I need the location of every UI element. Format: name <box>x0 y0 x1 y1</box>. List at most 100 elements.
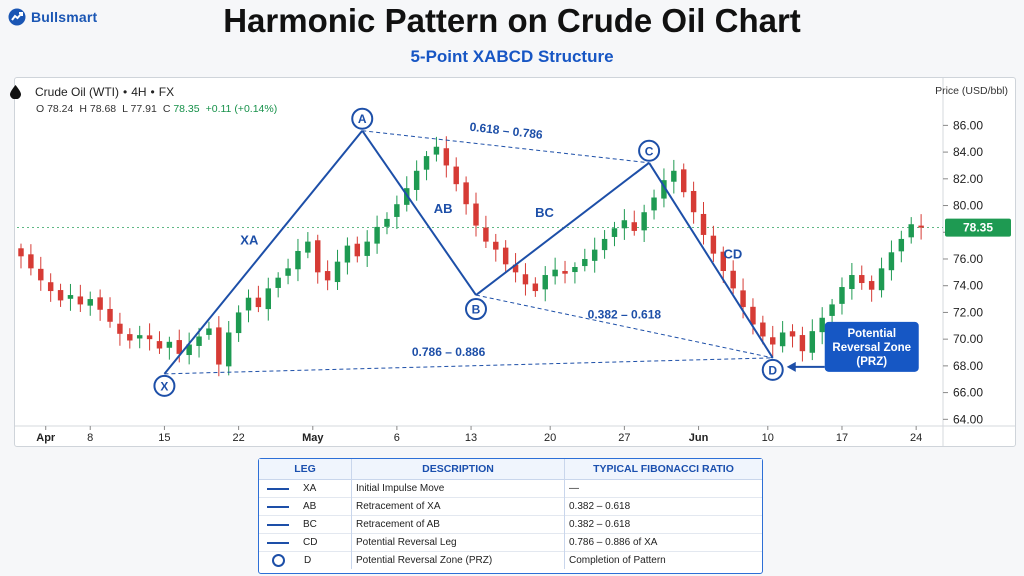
brand: Bullsmart <box>8 8 97 26</box>
candle <box>888 252 895 271</box>
leg-description: Initial Impulse Move <box>351 479 565 498</box>
candle <box>641 212 647 231</box>
pattern-point-label: B <box>472 303 481 317</box>
leg-ratio: — <box>564 479 762 498</box>
pattern-leg-ab <box>361 130 477 296</box>
candle <box>572 267 578 273</box>
candle <box>621 220 628 229</box>
x-tick-label: 22 <box>232 432 244 444</box>
candle <box>680 169 687 193</box>
y-tick-label: 84.00 <box>953 145 983 159</box>
price-chart[interactable]: 86.0084.0082.0080.0078.0076.0074.0072.00… <box>15 78 1015 446</box>
leg-ratio: 0.382 – 0.618 <box>564 497 762 516</box>
table-row: CD Potential Reversal Leg 0.786 – 0.886 of… <box>259 533 762 552</box>
candle <box>473 203 479 226</box>
candle <box>562 271 568 274</box>
leg-name: AB <box>303 501 317 512</box>
pattern-leg-cd <box>648 162 774 359</box>
x-tick-label: 27 <box>618 432 630 444</box>
candle <box>275 277 281 288</box>
candle <box>839 287 845 304</box>
candle <box>799 335 806 352</box>
candle <box>601 238 608 251</box>
candle <box>295 250 301 270</box>
fibonacci-ratio-table: LEG DESCRIPTION TYPICAL FIBONACCI RATIO … <box>258 458 763 574</box>
pattern-point-label: D <box>768 363 777 377</box>
candle <box>97 297 103 310</box>
ohlc-high: H 78.68 <box>79 103 117 115</box>
candle <box>710 235 717 254</box>
candle <box>176 340 182 354</box>
x-tick-label: Apr <box>36 432 56 444</box>
candle <box>522 274 529 285</box>
separator: • <box>123 85 128 99</box>
candle <box>206 328 212 335</box>
candle <box>334 261 341 283</box>
ohlc-close-label: C <box>162 103 171 115</box>
candle <box>354 243 361 257</box>
table-row: XA Initial Impulse Move — <box>259 479 762 498</box>
candle <box>878 268 885 291</box>
candle <box>127 334 133 341</box>
table-row: D Potential Reversal Zone (PRZ) Completion… <box>259 551 762 569</box>
candle <box>868 281 875 290</box>
arrow-left-icon <box>786 361 796 372</box>
pattern-leg-bc <box>475 161 650 296</box>
leg-name: XA <box>303 483 317 494</box>
candle <box>285 268 291 276</box>
candle <box>344 245 351 263</box>
candle <box>730 270 736 289</box>
candle <box>77 296 84 305</box>
candle <box>512 264 519 273</box>
candle <box>661 180 667 199</box>
chart-panel[interactable]: 86.0084.0082.0080.0078.0076.0074.0072.00… <box>14 77 1016 447</box>
bull-logo-icon <box>8 8 26 26</box>
candle <box>255 297 262 308</box>
candle <box>453 166 459 185</box>
fib-ratio-label: 0.382 – 0.618 <box>588 307 662 321</box>
leg-label: XA <box>240 232 259 247</box>
leg-description: Retracement of XA <box>351 497 565 516</box>
candle <box>305 241 311 253</box>
candle <box>918 225 924 228</box>
candle <box>789 331 796 337</box>
x-tick-label: 20 <box>544 432 556 444</box>
table-row: BC Retracement of AB 0.382 – 0.618 <box>259 515 762 534</box>
candle <box>394 204 400 217</box>
x-tick-label: 24 <box>910 432 922 444</box>
y-tick-label: 64.00 <box>953 412 983 426</box>
ticker-symbol: Crude Oil (WTI) <box>35 85 119 99</box>
candle <box>38 268 44 281</box>
candle <box>770 337 776 345</box>
leg-ratio: 0.786 – 0.886 of XA <box>564 533 762 552</box>
last-price-badge <box>945 218 1011 237</box>
table-header-description: DESCRIPTION <box>351 459 565 480</box>
leg-ratio: Completion of Pattern <box>564 551 762 569</box>
y-tick-label: 86.00 <box>953 118 983 132</box>
candle <box>849 275 855 290</box>
candle <box>47 282 54 292</box>
candle <box>146 335 153 340</box>
candle <box>552 269 558 277</box>
ticker-header: Crude Oil (WTI) • 4H • FX <box>10 85 174 99</box>
y-tick-label: 66.00 <box>953 386 983 400</box>
leg-name: D <box>304 555 312 566</box>
pattern-point-label: A <box>358 112 367 126</box>
candle <box>532 283 539 292</box>
candle <box>829 304 835 316</box>
candle <box>315 240 321 273</box>
pattern-point-marker <box>351 107 374 130</box>
candle <box>364 241 370 256</box>
pattern-point-marker <box>465 298 487 321</box>
leg-name: BC <box>303 519 317 530</box>
x-tick-label: 8 <box>87 432 93 444</box>
candle <box>413 170 420 190</box>
candle <box>384 218 390 227</box>
y-tick-label: 74.00 <box>953 279 983 293</box>
candle <box>591 249 598 261</box>
candle <box>107 308 113 322</box>
y-tick-label: 70.00 <box>953 332 983 346</box>
candle <box>324 271 331 281</box>
candle <box>28 254 34 269</box>
candle <box>651 197 657 211</box>
